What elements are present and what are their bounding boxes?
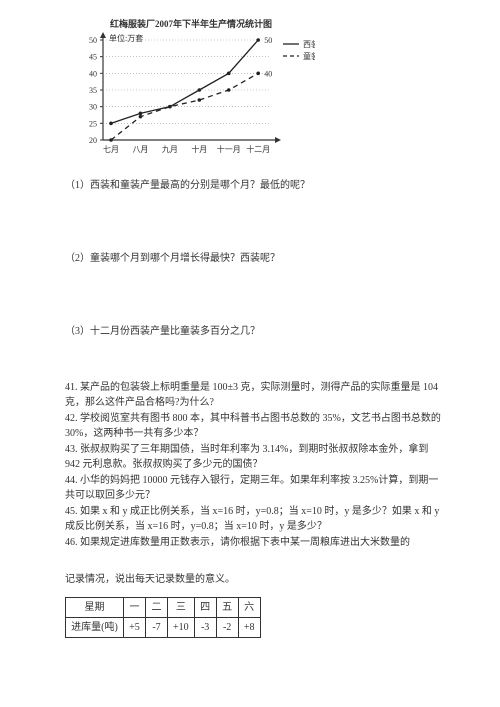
svg-text:40: 40 <box>264 69 272 78</box>
svg-text:童装: 童装 <box>303 51 315 61</box>
table-row: 星期 一 二 三 四 五 六 <box>66 598 261 618</box>
table-value: +5 <box>124 618 146 638</box>
table-header-week: 星期 <box>66 598 124 618</box>
question-3: （3）十二月份西装产量比童装多百分之几？ <box>65 324 445 339</box>
svg-text:八月: 八月 <box>132 145 148 154</box>
svg-text:50: 50 <box>89 36 97 45</box>
chart-title: 红梅服装厂2007年下半年生产情况统计图 <box>110 18 272 32</box>
svg-text:十二月: 十二月 <box>246 144 270 154</box>
svg-text:40: 40 <box>89 69 97 78</box>
svg-text:25: 25 <box>89 119 97 128</box>
svg-text:七月: 七月 <box>103 145 119 154</box>
problem-44: 44. 小华的妈妈把 10000 元钱存入银行，定期三年。如果年利率按 3.25… <box>65 474 445 503</box>
table-value: -7 <box>146 618 168 638</box>
table-value: -3 <box>194 618 216 638</box>
table-day: 四 <box>194 598 216 618</box>
table-value: -2 <box>216 618 238 638</box>
problem-45: 45. 如果 x 和 y 成正比例关系，当 x=16 时，y=0.8；当 x=1… <box>65 505 445 534</box>
table-day: 二 <box>146 598 168 618</box>
problem-46a: 46. 如果规定进库数量用正数表示，请你根据下表中某一周粮库进出大米数量的 <box>65 536 445 551</box>
inventory-table: 星期 一 二 三 四 五 六 进库量(吨) +5 -7 +10 -3 -2 +8 <box>65 597 261 638</box>
table-day: 三 <box>168 598 195 618</box>
table-day: 一 <box>124 598 146 618</box>
production-chart: 红梅服装厂2007年下半年生产情况统计图 20 25 30 35 40 45 50 单位:万套… <box>75 20 315 160</box>
table-row-label: 进库量(吨) <box>66 618 124 638</box>
question-1: （1）西装和童装产量最高的分别是哪个月？最低的呢？ <box>65 178 445 193</box>
table-day: 五 <box>216 598 238 618</box>
table-value: +8 <box>238 618 260 638</box>
svg-text:十月: 十月 <box>191 144 207 154</box>
question-2: （2）童装哪个月到哪个月增长得最快？西装呢？ <box>65 251 445 266</box>
svg-text:十一月: 十一月 <box>217 144 241 154</box>
svg-text:九月: 九月 <box>162 145 178 154</box>
svg-text:单位:万套: 单位:万套 <box>109 33 143 43</box>
svg-text:20: 20 <box>89 136 97 145</box>
problem-43: 43. 张叔叔购买了三年期国债，当时年利率为 3.14%，到期时张叔叔除本金外，… <box>65 443 445 472</box>
chart-svg: 20 25 30 35 40 45 50 单位:万套七月 八月 九月 十月十一月十二月 50 40 西装童… <box>75 32 315 160</box>
svg-text:50: 50 <box>264 36 272 45</box>
table-value: +10 <box>168 618 195 638</box>
svg-text:45: 45 <box>89 53 97 62</box>
svg-text:35: 35 <box>89 86 97 95</box>
problem-42: 42. 学校阅览室共有图书 800 本，其中科普书占图书总数的 35%，文艺书占… <box>65 412 445 441</box>
table-row: 进库量(吨) +5 -7 +10 -3 -2 +8 <box>66 618 261 638</box>
table-day: 六 <box>238 598 260 618</box>
problem-41: 41. 某产品的包装袋上标明重量是 100±3 克，实际测量时，测得产品的实际重… <box>65 381 445 410</box>
problem-46b: 记录情况，说出每天记录数量的意义。 <box>65 573 445 588</box>
svg-text:西装: 西装 <box>303 39 315 49</box>
svg-text:30: 30 <box>89 103 97 112</box>
